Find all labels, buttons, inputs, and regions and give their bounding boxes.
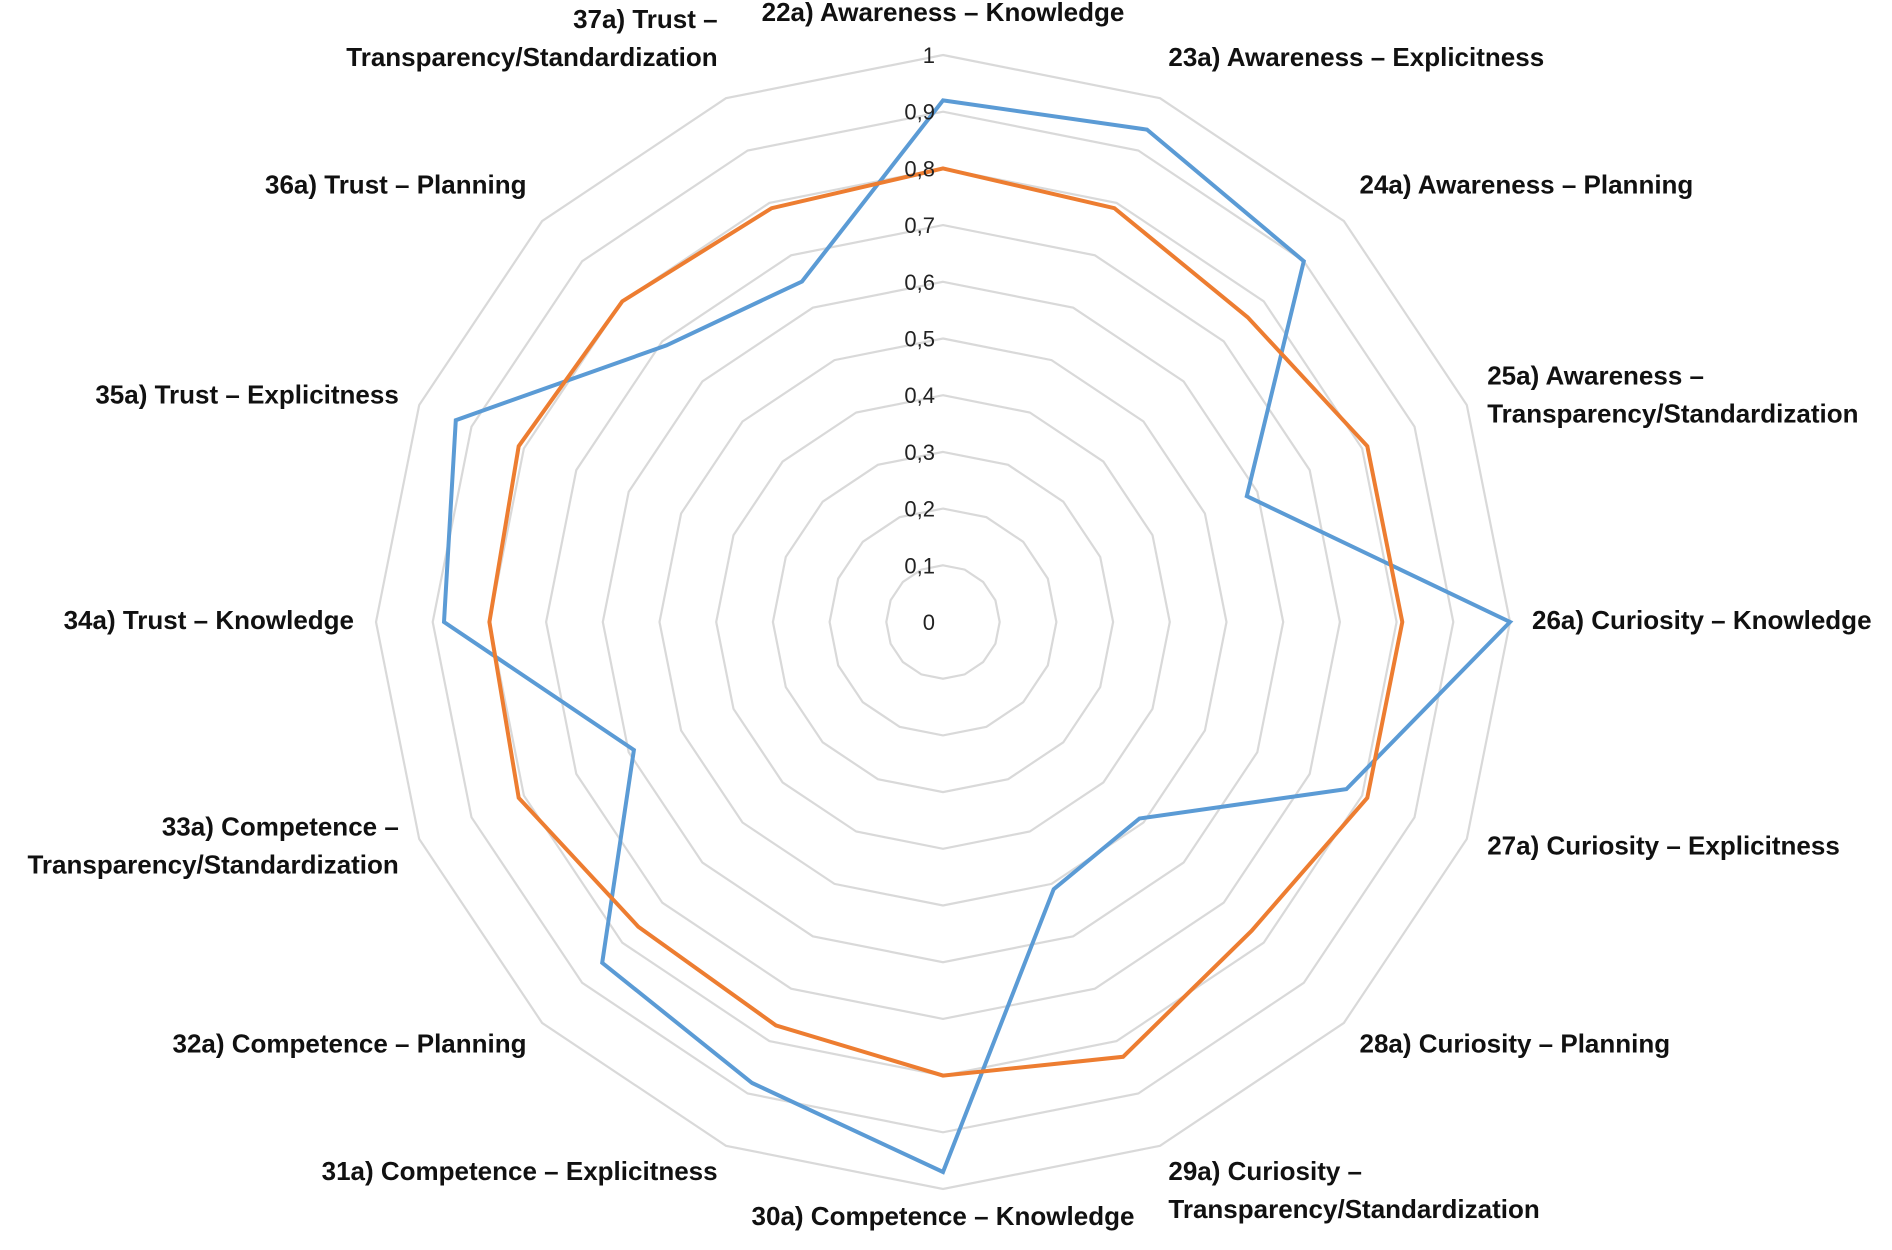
category-label-5: 26a) Curiosity – Knowledge (1532, 605, 1872, 635)
category-label-4: 25a) Awareness – Transparency/Standardiza… (1487, 361, 1858, 429)
category-label-16: 37a) Trust – Transparency/Standardization (346, 4, 717, 72)
tick-label: 0,2 (904, 497, 935, 522)
category-label-line: 33a) Competence – (162, 811, 399, 841)
category-label-line: Transparency/Standardization (27, 849, 398, 879)
category-label-line: 28a) Curiosity – Planning (1360, 1029, 1671, 1059)
category-label-11: 32a) Competence – Planning (173, 1029, 527, 1059)
category-label-1: 22a) Awareness – Knowledge (762, 0, 1125, 27)
grid-layer (374, 53, 1512, 1191)
category-label-line: 30a) Competence – Knowledge (752, 1201, 1135, 1231)
category-label-line: Transparency/Standardization (1168, 1194, 1539, 1224)
tick-label: 0,1 (904, 553, 935, 578)
category-label-line: 34a) Trust – Knowledge (64, 605, 354, 635)
category-label-line: 31a) Competence – Explicitness (322, 1156, 718, 1186)
category-label-line: 26a) Curiosity – Knowledge (1532, 605, 1872, 635)
category-label-line: 23a) Awareness – Explicitness (1168, 42, 1544, 72)
grid-ring-3 (771, 450, 1115, 794)
category-label-14: 35a) Trust – Explicitness (95, 380, 398, 410)
tick-label: 0,9 (904, 100, 935, 125)
tick-label: 0,3 (904, 440, 935, 465)
category-label-7: 28a) Curiosity – Planning (1360, 1029, 1671, 1059)
tick-labels: 0 0,1 0,2 0,3 0,4 0,5 0,6 0,7 0,8 0,9 1 (904, 43, 935, 635)
category-label-8: 29a) Curiosity – Transparency/Standardiza… (1168, 1156, 1539, 1224)
category-label-line: Transparency/Standardization (346, 42, 717, 72)
category-label-line: 27a) Curiosity – Explicitness (1487, 830, 1840, 860)
category-label-line: 36a) Trust – Planning (265, 170, 527, 200)
series-layer (441, 98, 1514, 1175)
category-label-2: 23a) Awareness – Explicitness (1168, 42, 1544, 72)
category-labels: 22a) Awareness – Knowledge 23a) Awareness… (27, 0, 1871, 1231)
category-label-line: 25a) Awareness – (1487, 361, 1704, 391)
category-label-line: 32a) Competence – Planning (173, 1029, 527, 1059)
category-label-15: 36a) Trust – Planning (265, 170, 527, 200)
grid-ring-1 (885, 564, 1001, 680)
category-label-12: 33a) Competence – Transparency/Standardiz… (27, 811, 398, 879)
tick-label: 0,4 (904, 383, 935, 408)
grid-ring-5 (658, 337, 1228, 907)
category-label-line: Transparency/Standardization (1487, 399, 1858, 429)
category-label-line: 22a) Awareness – Knowledge (762, 0, 1125, 27)
category-label-line: 35a) Trust – Explicitness (95, 380, 398, 410)
grid-ring-8 (488, 167, 1398, 1077)
category-label-line: 37a) Trust – (573, 4, 718, 34)
grid-ring-4 (715, 394, 1171, 850)
category-label-10: 31a) Competence – Explicitness (322, 1156, 718, 1186)
tick-label: 1 (923, 43, 935, 68)
category-label-3: 24a) Awareness – Planning (1360, 170, 1694, 200)
tick-label: 0 (923, 610, 935, 635)
tick-label: 0,5 (904, 327, 935, 352)
category-label-13: 34a) Trust – Knowledge (64, 605, 354, 635)
tick-label: 0,6 (904, 270, 935, 295)
category-label-9: 30a) Competence – Knowledge (752, 1201, 1135, 1231)
grid-ring-2 (828, 507, 1058, 737)
grid-ring-7 (544, 223, 1342, 1021)
category-label-line: 24a) Awareness – Planning (1360, 170, 1694, 200)
grid-ring-9 (431, 110, 1455, 1134)
category-label-line: 29a) Curiosity – (1168, 1156, 1362, 1186)
category-label-6: 27a) Curiosity – Explicitness (1487, 830, 1840, 860)
tick-label: 0,8 (904, 156, 935, 181)
grid-ring-10 (374, 53, 1512, 1191)
grid-ring-6 (601, 280, 1285, 964)
tick-label: 0,7 (904, 213, 935, 238)
